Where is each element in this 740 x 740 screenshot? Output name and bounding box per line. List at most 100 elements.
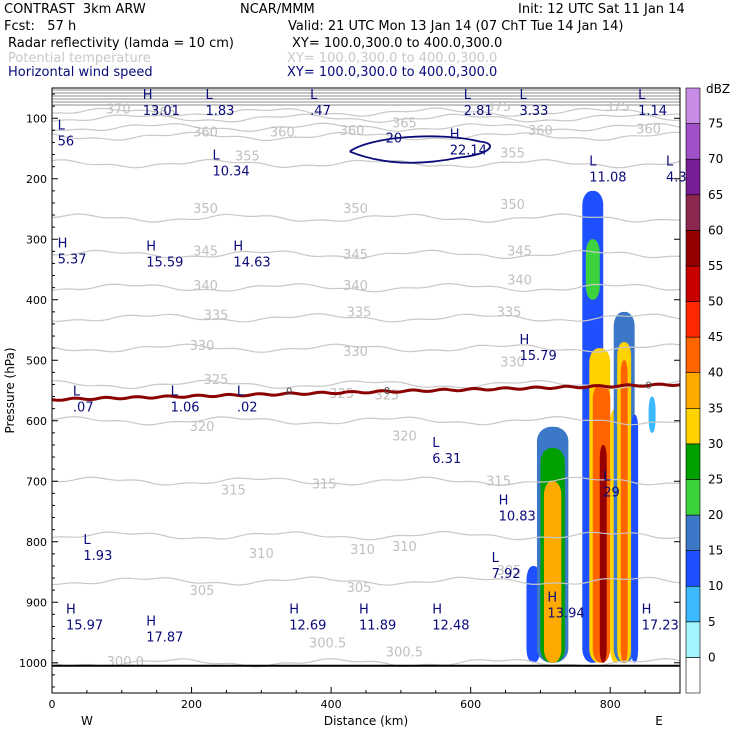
wind-extremum-value: 17.87 <box>146 630 183 645</box>
theta-label: 330 <box>500 355 525 370</box>
wind-extremum-value: 14.63 <box>233 255 270 270</box>
theta-label: 300.5 <box>386 646 423 661</box>
wind-extremum-type: L <box>603 469 611 484</box>
colorbar-label: 10 <box>708 579 723 593</box>
wind-extremum-value: 6.31 <box>432 452 461 467</box>
wind-extremum-value: 1.83 <box>206 104 235 119</box>
theta-label: 360 <box>340 124 365 139</box>
x-tick-label: 200 <box>181 698 202 711</box>
wind-extremum-value: 22.14 <box>450 143 487 158</box>
theta-label: 325 <box>204 373 229 388</box>
theta-label: 305 <box>190 584 215 599</box>
y-tick-label: 100 <box>26 112 47 125</box>
x-axis-title: Distance (km) <box>324 714 408 728</box>
wind-extremum-value: 10.34 <box>212 165 249 180</box>
reflectivity-layer <box>526 190 656 663</box>
wind-extremum-type: H <box>58 236 68 251</box>
wind-contour-20 <box>349 135 492 164</box>
colorbar-label: 60 <box>708 223 723 237</box>
wind-extremum-value: 11.89 <box>359 618 396 633</box>
wind-extremum-value: 12.69 <box>289 618 326 633</box>
wind-extremum-value: 7.92 <box>492 567 521 582</box>
wind-extremum-value: 11.08 <box>589 171 626 186</box>
wind-extremum-value: 15.97 <box>66 618 103 633</box>
theta-label: 350 <box>193 202 218 217</box>
reflectivity-cell-12 <box>620 360 628 663</box>
theta-label: 300.0 <box>107 655 144 670</box>
colorbar-label: 65 <box>708 188 723 202</box>
valid-time: Valid: 21 UTC Mon 13 Jan 14 (07 ChT Tue … <box>288 19 624 34</box>
colorbar-swatch <box>685 550 701 587</box>
wind-extremum-value: 15.59 <box>146 255 183 270</box>
colorbar-swatch <box>685 158 701 196</box>
theta-label: 315 <box>312 478 337 493</box>
wind-extremum-type: H <box>547 590 557 605</box>
wind-extremum-type: H <box>146 239 156 254</box>
field-2-xy: XY= 100.0,300.0 to 400.0,300.0 <box>287 51 498 66</box>
wind-extremum-value: 1.06 <box>171 401 200 416</box>
wind-extremum-value: 1.14 <box>638 104 667 119</box>
colorbar: 0 5 10 15 20 25 30 35 40 45 50 55 60 65 70 75 dBZ <box>685 82 730 694</box>
theta-label: 375 <box>486 100 511 115</box>
theta-label: 350 <box>343 202 368 217</box>
colorbar-label: 25 <box>708 472 723 486</box>
wind-extremum-value: 1.93 <box>83 549 112 564</box>
theta-label: 375 <box>605 100 630 115</box>
theta-line-305 <box>51 576 681 586</box>
institution: NCAR/MMM <box>240 2 315 17</box>
wind-extremum-type: H <box>289 602 299 617</box>
colorbar-swatch <box>685 443 701 480</box>
theta-label: 340 <box>193 279 218 294</box>
x-tick-label: 800 <box>600 698 621 711</box>
theta-label: 330 <box>190 339 215 354</box>
y-tick-label: 200 <box>26 173 47 186</box>
colorbar-label: 30 <box>708 437 723 451</box>
wind-extremum-type: L <box>206 88 214 103</box>
field-1-name: Radar reflectivity (lamda = 10 cm) <box>8 36 234 51</box>
wind-extremum-value: 3.33 <box>520 104 549 119</box>
field-1-xy: XY= 100.0,300.0 to 400.0,300.0 <box>292 36 503 51</box>
reflectivity-cell-13 <box>631 414 639 663</box>
wind-extremum-type: H <box>233 239 243 254</box>
wind-extremum-value: 13.01 <box>143 104 180 119</box>
theta-line-345 <box>51 249 681 260</box>
wind-extremum-type: H <box>146 614 156 629</box>
wind-extremum-type: H <box>359 602 369 617</box>
wind-extremum-value: 29 <box>603 485 620 500</box>
wind-extremum-type: L <box>589 155 597 170</box>
colorbar-label: 45 <box>708 330 723 344</box>
theta-line-335 <box>51 313 681 323</box>
wind-extremum-value: 10.83 <box>499 509 536 524</box>
colorbar-swatch <box>685 657 701 694</box>
y-tick-label: 900 <box>26 596 47 609</box>
theta-label: 345 <box>193 245 218 260</box>
reflectivity-cell-5 <box>585 239 600 300</box>
wind-extremum-value: 12.48 <box>432 618 469 633</box>
wind-extremum-type: H <box>66 602 76 617</box>
wind-extremum-type: H <box>450 127 460 142</box>
y-tick-label: 300 <box>26 233 47 246</box>
wind-extremum-type: H <box>143 88 153 103</box>
field-3-name: Horizontal wind speed <box>8 65 153 80</box>
theta-label: 315 <box>486 474 511 489</box>
west-label: W <box>81 714 93 728</box>
reflectivity-cell-3 <box>543 481 562 663</box>
field-3-xy: XY= 100.0,300.0 to 400.0,300.0 <box>287 65 498 80</box>
x-tick-label: 600 <box>460 698 481 711</box>
theta-line-365 <box>51 122 681 133</box>
wind-extremum-type: L <box>432 436 440 451</box>
wind-extremum-value: 17.23 <box>642 618 679 633</box>
y-axis-title: Pressure (hPa) <box>3 347 17 433</box>
theta-label: 310 <box>392 540 417 555</box>
theta-label: 355 <box>235 150 260 165</box>
theta-line-375 <box>51 107 681 117</box>
colorbar-unit: dBZ <box>706 82 730 96</box>
theta-label: 345 <box>507 245 532 260</box>
wind-extremum-value: 13.94 <box>547 606 584 621</box>
colorbar-swatch <box>685 585 701 623</box>
theta-line-360 <box>51 131 681 142</box>
colorbar-label: 0 <box>708 650 716 664</box>
reflectivity-cell-14 <box>648 396 656 433</box>
